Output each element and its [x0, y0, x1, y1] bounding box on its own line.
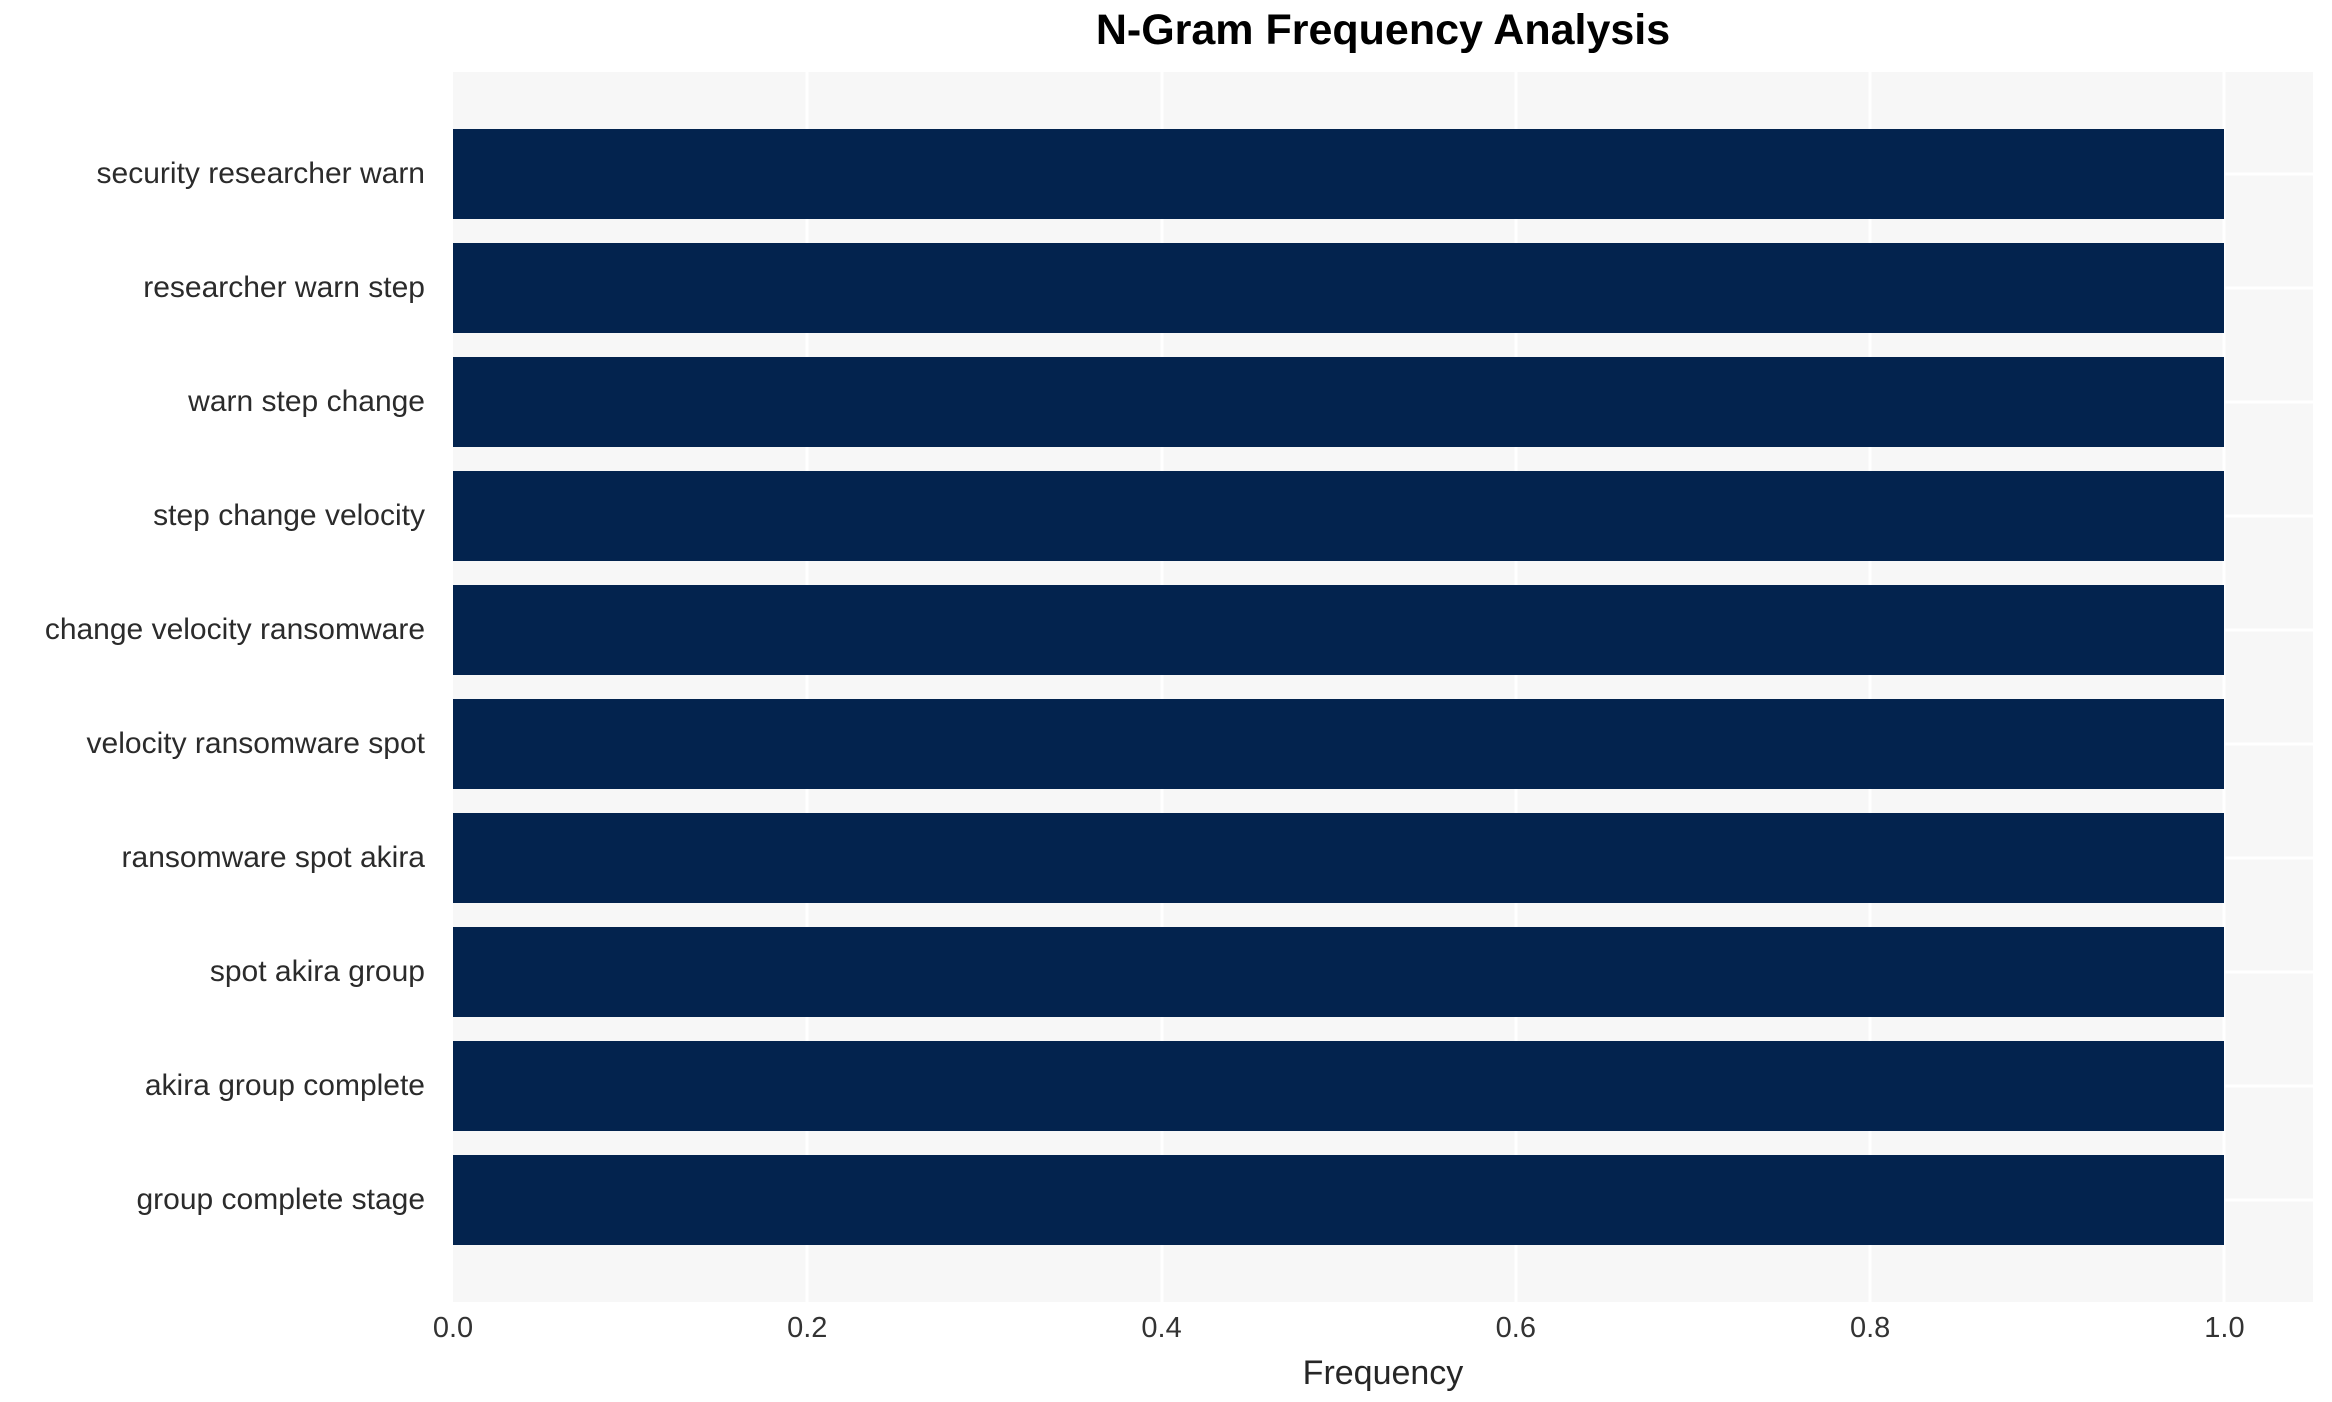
bar-1 [453, 129, 2225, 219]
bar-9 [453, 1041, 2225, 1131]
x-axis-title: Frequency [1302, 1354, 1464, 1392]
bar-5 [453, 585, 2225, 675]
x-tick-label: 0.0 [432, 1312, 474, 1344]
bar-6 [453, 699, 2225, 789]
bar-8 [453, 927, 2225, 1017]
x-gridline [1868, 72, 1872, 1302]
bar-10 [453, 1155, 2225, 1245]
x-tick-label: 0.8 [1849, 1312, 1891, 1344]
x-tick-label: 1.0 [2204, 1312, 2245, 1344]
category-label: group complete stage [136, 1183, 425, 1216]
category-label: change velocity ransomware [44, 613, 425, 646]
category-label: velocity ransomware spot [86, 727, 425, 760]
bar-2 [453, 243, 2225, 333]
bar-7 [453, 813, 2225, 903]
x-gridline [2222, 72, 2226, 1302]
x-tick-label: 0.2 [787, 1312, 828, 1344]
x-gridline [805, 72, 809, 1302]
y-axis-labels: security researcher warn researcher warn … [0, 72, 439, 1302]
x-tick-label: 0.4 [1141, 1312, 1182, 1344]
category-label: step change velocity [153, 499, 425, 532]
chart-title: N-Gram Frequency Analysis [1095, 6, 1671, 54]
plot-area [453, 72, 2313, 1302]
x-axis-ticks: 0.0 0.2 0.4 0.6 0.8 1.0 [433, 1312, 2313, 1352]
category-label: ransomware spot akira [121, 841, 425, 874]
x-gridline [1514, 72, 1518, 1302]
x-gridline [1160, 72, 1164, 1302]
category-label: spot akira group [209, 955, 425, 988]
x-tick-label: 0.6 [1495, 1312, 1537, 1344]
category-label: akira group complete [144, 1069, 425, 1102]
category-label: security researcher warn [96, 157, 425, 190]
category-label: warn step change [188, 385, 425, 418]
bar-3 [453, 357, 2225, 447]
category-label: researcher warn step [143, 271, 425, 304]
bar-4 [453, 471, 2225, 561]
